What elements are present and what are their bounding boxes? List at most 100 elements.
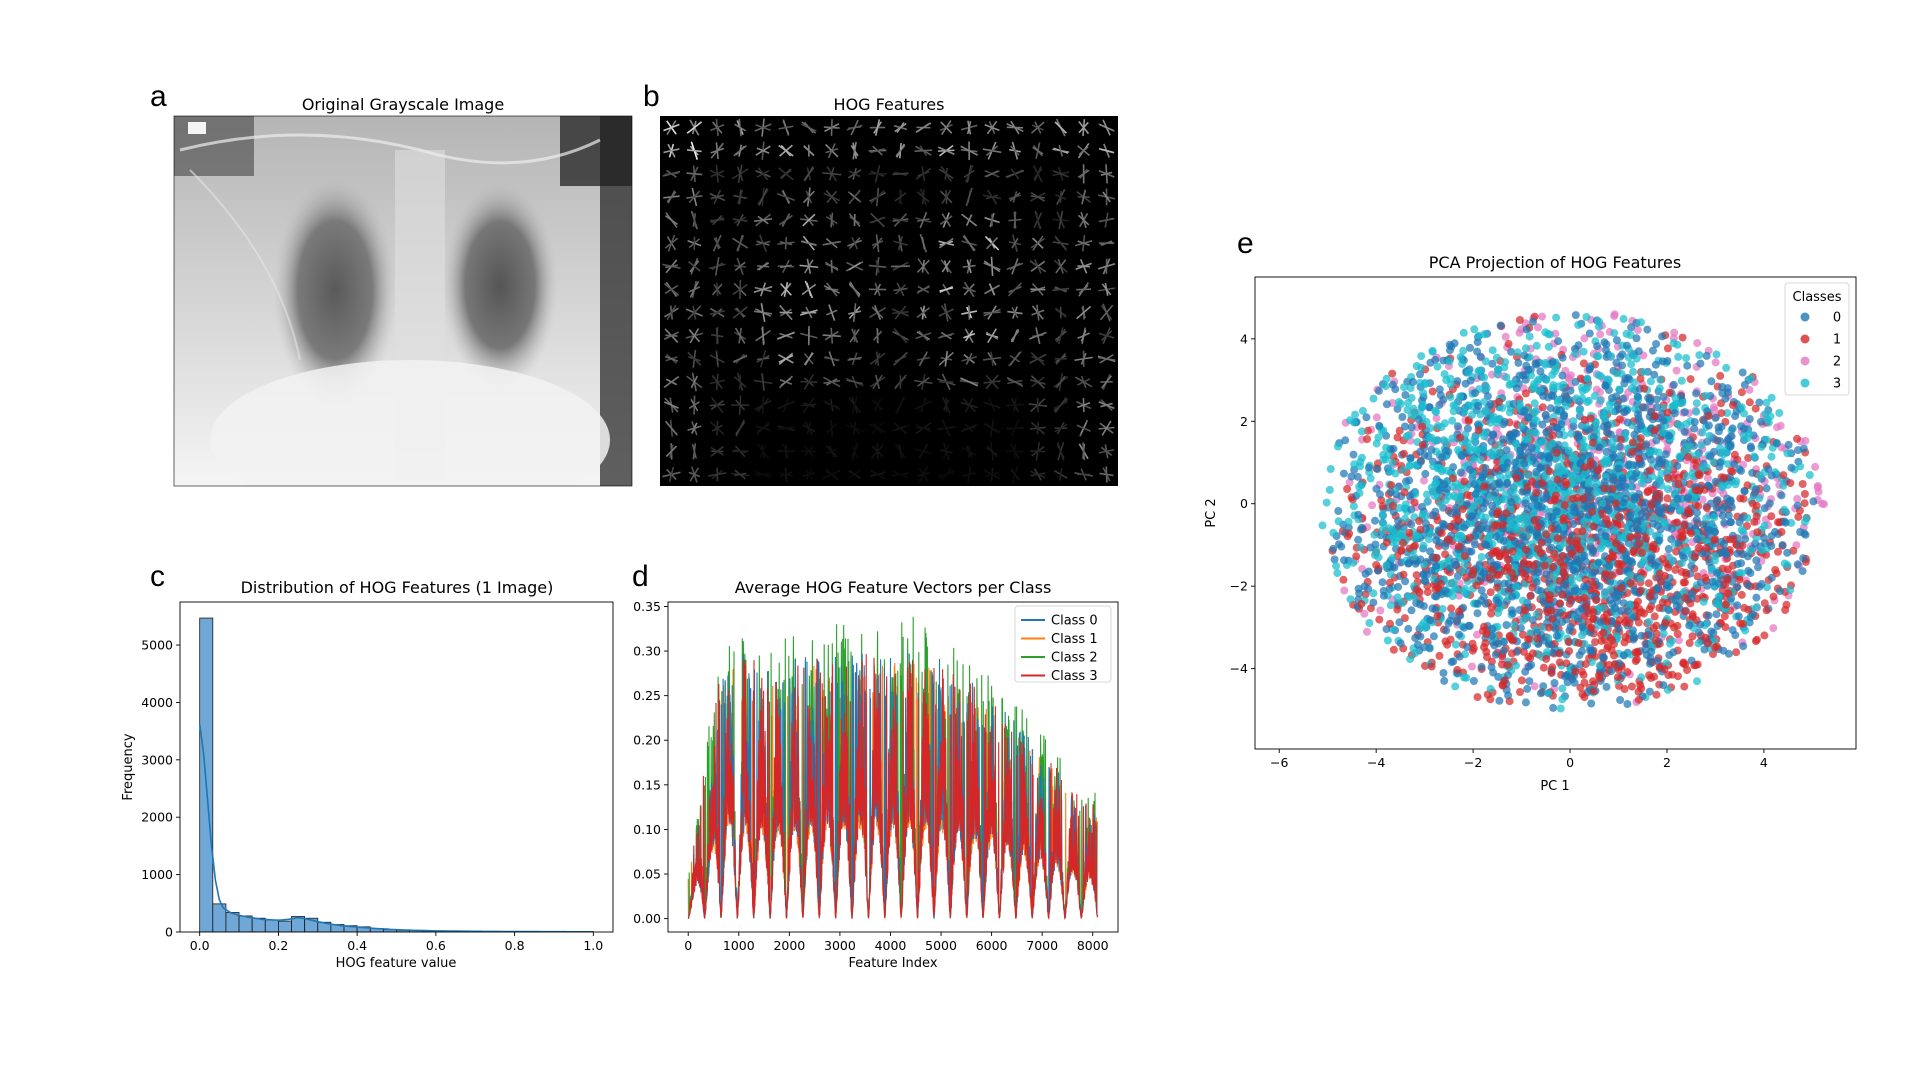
scatter-point [1432, 408, 1441, 416]
scatter-point [1520, 459, 1529, 468]
scatter-point [1464, 443, 1473, 452]
hog-glyph-stroke [961, 355, 978, 362]
scatter-point [1460, 523, 1469, 532]
hog-glyph-stroke [692, 212, 697, 228]
scatter-point [1798, 480, 1807, 488]
scatter-point [1695, 351, 1704, 360]
hog-glyph-stroke [756, 147, 770, 154]
hog-glyph-stroke [803, 166, 814, 182]
hog-glyph-stroke [710, 397, 724, 414]
hog-glyph-stroke [851, 396, 858, 414]
scatter-point [1589, 546, 1598, 555]
hog-glyph-stroke [893, 352, 908, 366]
scatter-point [1586, 493, 1595, 502]
scatter-point [1743, 514, 1752, 522]
hog-glyph-stroke [1030, 192, 1045, 202]
histogram-bar [251, 917, 266, 932]
scatter-point [1579, 446, 1588, 455]
scatter-point [1501, 358, 1510, 367]
scatter-point [1611, 526, 1620, 535]
scatter-point [1683, 361, 1692, 370]
scatter-point [1580, 639, 1589, 648]
hog-glyph-stroke [778, 354, 794, 363]
scatter-point [1562, 671, 1571, 680]
xray-image [174, 116, 632, 486]
scatter-point [1419, 389, 1428, 397]
scatter-point [1544, 689, 1553, 698]
scatter-point [1712, 599, 1720, 608]
scatter-point [1730, 450, 1739, 459]
panel-d-y-ticks: 0.000.050.100.150.200.250.300.35 [633, 599, 668, 926]
hog-glyph-stroke [851, 236, 859, 250]
scatter-point [1496, 321, 1505, 330]
hog-glyph-stroke [711, 374, 723, 389]
scatter-point [1473, 630, 1481, 639]
hog-glyph-stroke [918, 351, 928, 367]
scatter-point [1435, 385, 1444, 394]
scatter-point [1386, 570, 1395, 579]
scatter-point [1590, 391, 1599, 400]
scatter-point [1502, 446, 1511, 455]
scatter-point [1697, 441, 1706, 450]
hog-glyph-stroke [848, 189, 861, 205]
scatter-point [1334, 517, 1343, 526]
scatter-point [1799, 554, 1808, 563]
scatter-point [1622, 406, 1631, 415]
scatter-point [1586, 537, 1595, 546]
scatter-point [1349, 502, 1358, 511]
hog-glyph-stroke [1101, 420, 1112, 436]
scatter-point [1456, 353, 1465, 362]
scatter-point [1424, 535, 1433, 544]
scatter-point [1739, 431, 1748, 440]
scatter-point [1534, 439, 1543, 448]
hog-glyph-stroke [830, 421, 833, 435]
scatter-point [1458, 450, 1466, 459]
scatter-point [1489, 415, 1498, 424]
hog-glyph-stroke [1009, 468, 1021, 480]
scatter-point [1685, 621, 1694, 630]
hog-glyph-stroke [779, 264, 792, 269]
scatter-point [1393, 433, 1402, 442]
hog-glyph-stroke [915, 122, 932, 133]
hog-glyph-stroke [915, 424, 932, 433]
scatter-point [1524, 365, 1533, 374]
hog-glyph-stroke [852, 141, 857, 160]
scatter-point [1456, 531, 1465, 540]
hog-glyph-stroke [1102, 119, 1111, 136]
scatter-point [1473, 338, 1482, 347]
scatter-point [1594, 558, 1603, 567]
hog-glyph-stroke [983, 401, 1001, 409]
scatter-point [1346, 416, 1355, 425]
scatter-point [1624, 461, 1633, 470]
scatter-point [1628, 682, 1636, 691]
hog-glyph-stroke [1030, 288, 1046, 291]
hog-glyph-stroke [1030, 472, 1046, 477]
hog-glyph-stroke [778, 214, 793, 226]
scatter-point [1641, 512, 1650, 521]
scatter-point [1532, 610, 1541, 619]
scatter-point [1722, 363, 1731, 372]
hog-glyph-stroke [1081, 189, 1087, 205]
scatter-point [1401, 422, 1409, 431]
scatter-point [1533, 628, 1541, 637]
scatter-point [1582, 313, 1591, 321]
hog-glyph-stroke [1052, 170, 1069, 178]
scatter-point [1353, 472, 1362, 481]
hog-glyph-stroke [1058, 144, 1064, 157]
scatter-point [1639, 475, 1648, 484]
scatter-point [1550, 679, 1559, 687]
scatter-point [1529, 453, 1538, 462]
scatter-point [1492, 596, 1501, 605]
scatter-point [1663, 494, 1672, 503]
scatter-point [1541, 360, 1550, 369]
scatter-point [1627, 323, 1636, 332]
scatter-point [1636, 574, 1645, 583]
hog-glyph-stroke [1055, 375, 1066, 389]
scatter-point [1587, 699, 1596, 708]
hog-glyph-stroke [732, 306, 748, 319]
panel-c-y-tick-label: 0 [165, 925, 173, 940]
scatter-point [1421, 623, 1430, 632]
hog-glyph-stroke [738, 189, 742, 205]
scatter-point [1735, 518, 1744, 527]
